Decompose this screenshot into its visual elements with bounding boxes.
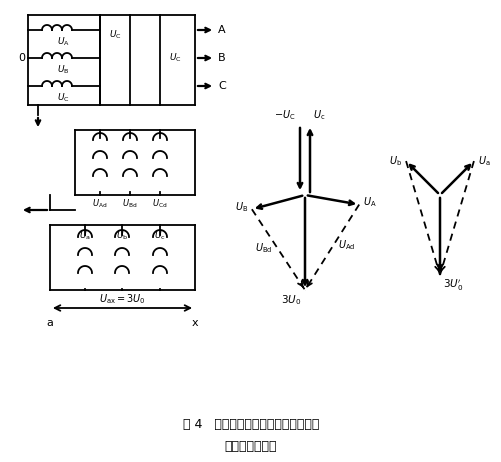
Text: $U_\mathrm{b}$: $U_\mathrm{b}$ — [388, 154, 401, 168]
Text: $U_\mathrm{c}$: $U_\mathrm{c}$ — [313, 108, 325, 122]
Text: $U_\mathrm{Ad}$: $U_\mathrm{Ad}$ — [337, 238, 355, 252]
Text: $U_\mathrm{C}$: $U_\mathrm{C}$ — [57, 92, 69, 104]
Text: 绕组电压向量图: 绕组电压向量图 — [224, 439, 277, 452]
Text: $U_\mathrm{Cd}$: $U_\mathrm{Cd}$ — [152, 198, 167, 211]
Text: $U_\mathrm{C}$: $U_\mathrm{C}$ — [168, 52, 181, 64]
Text: $U_\mathrm{Bd}$: $U_\mathrm{Bd}$ — [255, 241, 272, 255]
Text: $U_\mathrm{c}$: $U_\mathrm{c}$ — [154, 230, 165, 243]
Text: $-U_\mathrm{C}$: $-U_\mathrm{C}$ — [274, 108, 296, 122]
Text: $3U_0'$: $3U_0'$ — [442, 278, 462, 293]
Text: $U_\mathrm{A}$: $U_\mathrm{A}$ — [362, 195, 376, 209]
Text: $U_\mathrm{ax}=3U_0$: $U_\mathrm{ax}=3U_0$ — [99, 292, 146, 306]
Text: $U_\mathrm{B}$: $U_\mathrm{B}$ — [57, 64, 69, 77]
Text: $U_\mathrm{a}$: $U_\mathrm{a}$ — [79, 230, 91, 243]
Text: $3U_0$: $3U_0$ — [280, 293, 301, 307]
Text: $U_\mathrm{Ad}$: $U_\mathrm{Ad}$ — [92, 198, 108, 211]
Text: $U_\mathrm{b}$: $U_\mathrm{b}$ — [116, 230, 128, 243]
Text: $U_\mathrm{A}$: $U_\mathrm{A}$ — [57, 36, 69, 49]
Text: 0: 0 — [18, 53, 25, 63]
Text: 图 4   系统发生单相接地时开口三角形: 图 4 系统发生单相接地时开口三角形 — [182, 419, 319, 432]
Text: x: x — [191, 318, 198, 328]
Text: $U_\mathrm{Bd}$: $U_\mathrm{Bd}$ — [122, 198, 137, 211]
Text: B: B — [217, 53, 225, 63]
Text: $U_\mathrm{C}$: $U_\mathrm{C}$ — [108, 29, 121, 41]
Text: A: A — [217, 25, 225, 35]
Text: a: a — [47, 318, 53, 328]
Text: $U_\mathrm{B}$: $U_\mathrm{B}$ — [234, 201, 247, 214]
Text: C: C — [217, 81, 225, 91]
Text: $U_\mathrm{a}$: $U_\mathrm{a}$ — [477, 154, 489, 168]
